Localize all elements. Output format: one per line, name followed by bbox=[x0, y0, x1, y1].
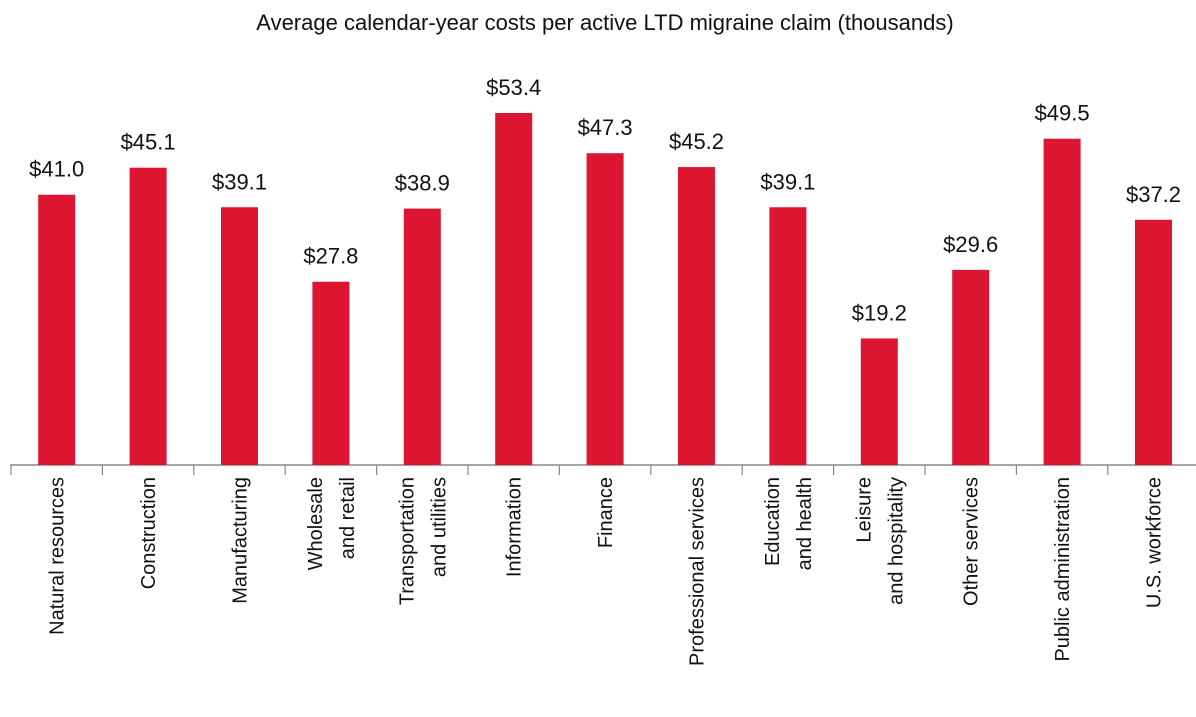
x-tick-label: Natural resources bbox=[47, 477, 69, 635]
bar bbox=[495, 113, 533, 465]
x-tick-label: Leisure bbox=[853, 477, 875, 543]
value-label: $38.9 bbox=[395, 171, 450, 196]
value-label: $39.1 bbox=[212, 169, 267, 194]
bar bbox=[129, 167, 167, 465]
x-tick-label: and utilities bbox=[428, 477, 450, 577]
bar bbox=[1135, 219, 1172, 465]
x-tick-label: Wholesale bbox=[305, 477, 327, 570]
value-label: $53.4 bbox=[486, 75, 541, 100]
bar bbox=[221, 207, 258, 465]
x-tick-label: Manufacturing bbox=[230, 477, 252, 604]
x-tick-label: Construction bbox=[138, 477, 160, 589]
value-label: $39.1 bbox=[760, 169, 815, 194]
x-tick-label: and hospitality bbox=[885, 477, 907, 605]
value-label: $49.5 bbox=[1035, 101, 1090, 126]
x-tick-label: Professional services bbox=[687, 477, 709, 666]
value-label: $47.3 bbox=[578, 115, 633, 140]
x-tick-label: Education bbox=[762, 477, 784, 566]
x-tick-label: and retail bbox=[337, 477, 359, 559]
bar bbox=[1043, 138, 1081, 465]
x-tick-label: Information bbox=[504, 477, 526, 577]
bar bbox=[586, 153, 624, 466]
value-label: $45.2 bbox=[669, 129, 724, 154]
x-tick-label: Transportation bbox=[396, 477, 418, 605]
bar bbox=[860, 338, 898, 465]
value-label: $27.8 bbox=[303, 244, 358, 269]
bar bbox=[678, 167, 715, 465]
bar bbox=[312, 281, 350, 465]
value-label: $37.2 bbox=[1126, 182, 1181, 207]
x-tick-label: U.S. workforce bbox=[1144, 477, 1166, 608]
x-tick-label: Other services bbox=[961, 477, 983, 606]
x-tick-label: Public administration bbox=[1052, 477, 1074, 662]
value-label: $45.1 bbox=[121, 130, 176, 155]
x-tick-label: and health bbox=[794, 477, 816, 570]
bar bbox=[952, 269, 990, 465]
bar bbox=[38, 194, 76, 465]
value-label: $29.6 bbox=[943, 232, 998, 257]
value-label: $19.2 bbox=[852, 300, 907, 325]
value-label: $41.0 bbox=[29, 157, 84, 182]
bar bbox=[403, 208, 441, 466]
bar bbox=[769, 207, 807, 465]
chart-title: Average calendar-year costs per active L… bbox=[256, 10, 953, 35]
x-tick-label: Finance bbox=[595, 477, 617, 548]
